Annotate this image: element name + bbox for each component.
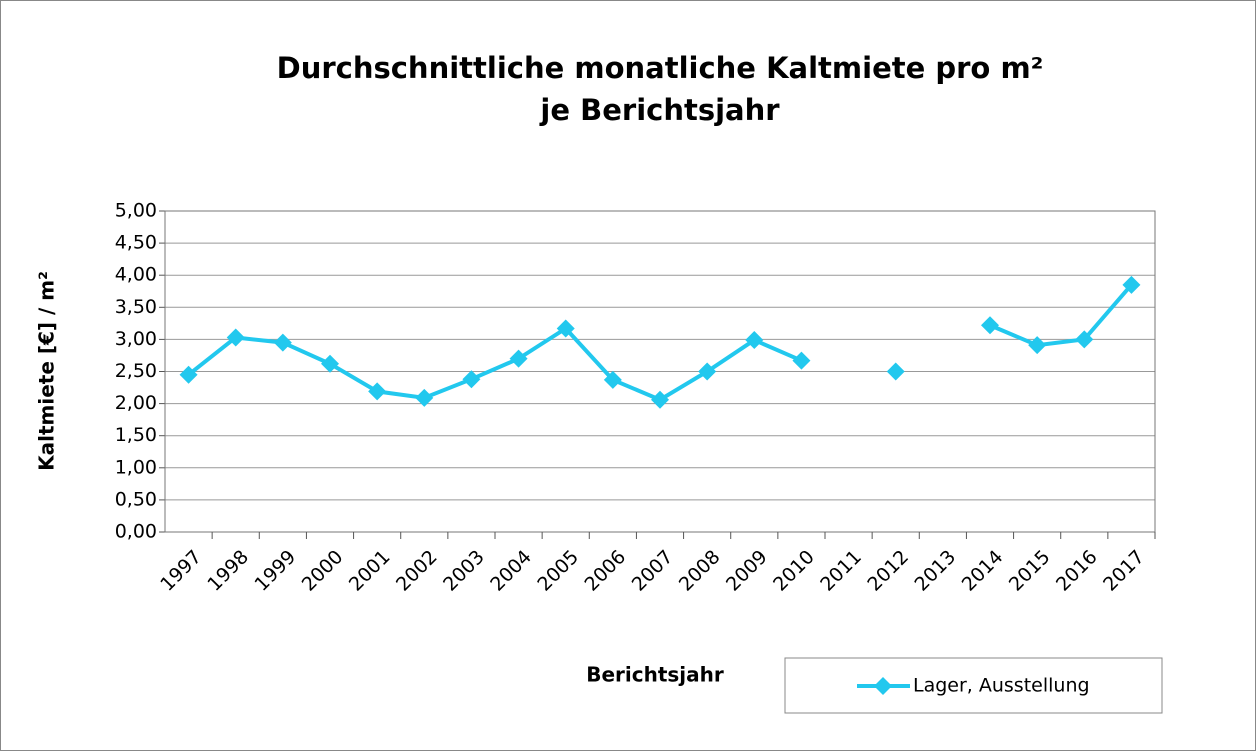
y-axis-title: Kaltmiete [€] / m² <box>35 271 59 471</box>
data-point <box>321 354 339 373</box>
y-tick-label: 2,50 <box>115 360 157 382</box>
y-tick-label: 2,00 <box>115 392 157 414</box>
data-point <box>981 316 999 335</box>
data-point <box>273 333 292 352</box>
series-line <box>187 283 1133 402</box>
data-point <box>368 382 387 401</box>
data-point <box>698 362 717 381</box>
data-point <box>1075 330 1094 349</box>
y-tick-label: 3,00 <box>115 328 157 350</box>
data-point <box>462 370 481 389</box>
data-point <box>792 351 811 370</box>
data-point <box>415 388 434 407</box>
data-point <box>556 319 575 338</box>
y-tick-label: 4,50 <box>115 232 157 254</box>
data-point <box>1028 336 1047 355</box>
data-point <box>603 370 622 389</box>
legend <box>784 657 1163 714</box>
legend-marker <box>874 677 892 695</box>
y-tick-label: 1,50 <box>115 424 157 446</box>
y-tick-label: 3,50 <box>115 296 157 318</box>
y-tick-label: 1,00 <box>115 456 157 478</box>
y-tick-label: 0,50 <box>115 488 157 510</box>
legend-label: Lager, Ausstellung <box>913 675 1090 697</box>
chart-title: je Berichtsjahr <box>539 93 780 127</box>
data-point <box>886 362 905 381</box>
plot-area <box>164 210 1156 533</box>
data-point <box>745 331 764 350</box>
x-axis-title: Berichtsjahr <box>586 663 724 687</box>
data-point <box>179 365 198 384</box>
y-tick-label: 4,00 <box>115 264 157 286</box>
y-tick-label: 5,00 <box>115 200 157 222</box>
data-point <box>509 349 528 368</box>
data-point <box>226 328 245 347</box>
chart-title: Durchschnittliche monatliche Kaltmiete p… <box>277 51 1044 85</box>
data-point <box>651 390 669 409</box>
data-point <box>1122 275 1141 294</box>
y-tick-label: 0,00 <box>115 521 157 543</box>
